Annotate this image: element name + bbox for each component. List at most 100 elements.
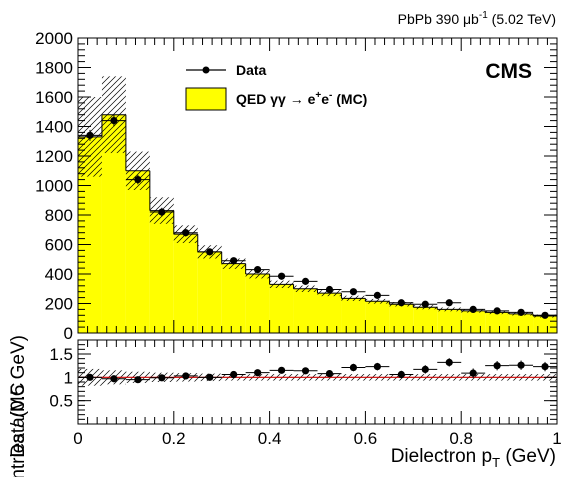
mc-uncertainty-box (125, 151, 150, 190)
y-tick-label: 1800 (35, 59, 73, 78)
legend-mc-swatch (185, 87, 227, 111)
y-tick-label: 1200 (35, 147, 73, 166)
mc-uncertainty-box (293, 285, 318, 292)
x-tick-label: 1 (552, 429, 561, 448)
mc-bar (413, 307, 438, 333)
x-axis-title: Dielectron pT (GeV) (391, 446, 556, 470)
data-point (277, 272, 286, 280)
data-point (254, 265, 262, 274)
data-points (78, 114, 557, 319)
legend-mc-label: QED γγ → e+e- (MC) (236, 90, 367, 107)
mc-uncertainty-box (245, 269, 270, 279)
data-point (110, 117, 118, 125)
mc-bar (101, 114, 126, 333)
ratio-point (206, 373, 214, 381)
mc-bar (389, 304, 414, 333)
legend-data-label: Data (236, 62, 267, 78)
mc-bar (365, 301, 390, 333)
mc-uncertainty-box (269, 280, 294, 289)
data-point (445, 299, 453, 307)
y-tick-label: 0 (64, 324, 73, 343)
y-tick-label: 1000 (35, 177, 73, 196)
data-point (301, 277, 310, 285)
mc-uncertainty-box (365, 298, 390, 304)
ratio-point (134, 376, 142, 384)
ratio-y-tick-label: 1.5 (49, 345, 73, 364)
mc-bar (317, 293, 342, 333)
data-point (325, 285, 334, 294)
data-point (86, 131, 94, 139)
main-axes: 0 200 400 600 800 1000 1200 1400 1600 1800 2000 (35, 29, 558, 343)
ratio-point (325, 370, 334, 378)
ratio-point (469, 369, 477, 377)
mc-uncertainty-box (341, 295, 366, 301)
ratio-point (158, 374, 166, 382)
ratio-point (182, 372, 190, 380)
x-tick-label: 0.8 (449, 429, 473, 448)
luminosity-header: PbPb 390 μb-1 (5.02 TeV) (398, 10, 556, 27)
mc-bar (197, 251, 222, 333)
ratio-point (517, 361, 525, 369)
y-tick-label: 1600 (35, 88, 73, 107)
ratio-point (110, 375, 118, 383)
x-tick-label: 0.4 (258, 429, 282, 448)
data-point (182, 229, 190, 237)
mc-bar (173, 234, 198, 333)
y-tick-label: 1400 (35, 118, 73, 137)
ratio-y-tick-label: 1 (64, 368, 73, 387)
y-tick-label: 200 (45, 295, 73, 314)
ratio-point (230, 370, 238, 379)
data-point (158, 208, 166, 216)
ratio-point (493, 362, 501, 370)
mc-bar (533, 316, 557, 333)
legend: Data QED γγ → e+e- (MC) (185, 62, 367, 111)
mc-bar (245, 274, 270, 333)
ratio-points (78, 358, 557, 384)
data-point (349, 288, 358, 296)
ratio-point (421, 365, 429, 373)
data-point (206, 248, 214, 256)
y-tick-label: 800 (45, 206, 73, 225)
mc-uncertainty-box (101, 76, 126, 154)
y-axis-title: Entries / (0.5 GeV) (8, 335, 29, 477)
data-point (517, 308, 525, 316)
ratio-point (349, 363, 358, 372)
data-point (493, 307, 501, 315)
data-point (373, 291, 381, 299)
ratio-y-tick-label: 0.5 (49, 392, 73, 411)
ratio-point (397, 370, 405, 379)
y-tick-label: 600 (45, 236, 73, 255)
ratio-point (541, 363, 549, 371)
mc-bar (293, 288, 318, 333)
data-point (541, 311, 549, 319)
data-point (421, 300, 429, 308)
mc-bar (461, 310, 486, 333)
ratio-y-axis-title: Data/MC (8, 383, 29, 458)
mc-histogram (77, 114, 557, 333)
mc-bar (485, 312, 510, 333)
mc-bar (509, 313, 534, 333)
data-point (134, 176, 142, 184)
ratio-point (445, 358, 453, 366)
x-tick-label: 0.6 (354, 429, 378, 448)
mc-bar (437, 309, 462, 333)
data-point (230, 257, 238, 265)
mc-bar (149, 210, 174, 333)
x-tick-label: 0.2 (162, 429, 186, 448)
y-tick-label: 2000 (35, 29, 73, 48)
data-point (397, 299, 405, 307)
legend-data-marker (202, 66, 210, 74)
mc-bar (125, 170, 150, 333)
x-tick-label: 0 (73, 429, 82, 448)
ratio-point (277, 366, 286, 374)
mc-uncertainty-box (317, 290, 342, 297)
mc-bar (341, 298, 366, 333)
mc-bar (269, 284, 294, 333)
y-tick-label: 400 (45, 265, 73, 284)
ratio-point (301, 367, 310, 375)
mc-uncertainty-box (437, 307, 462, 312)
mc-bar (221, 263, 246, 333)
data-point (469, 305, 477, 313)
ratio-axes: 0.5 1 1.5 0 0.2 0.4 0.6 0.8 1 (49, 339, 562, 448)
